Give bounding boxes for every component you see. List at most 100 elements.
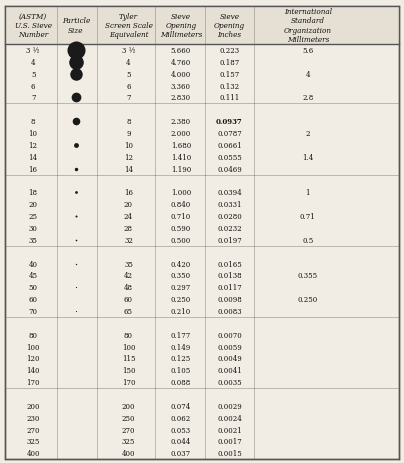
Text: 0.037: 0.037 [171,450,191,457]
Text: 0.250: 0.250 [171,295,191,303]
Text: 4: 4 [31,59,36,67]
Text: 4.000: 4.000 [171,70,191,79]
Text: 0.149: 0.149 [171,343,191,351]
Text: 270: 270 [122,425,135,434]
Text: 0.5: 0.5 [302,236,314,244]
Text: 0.0029: 0.0029 [217,402,242,410]
Text: 170: 170 [26,378,40,386]
Text: 4: 4 [305,70,310,79]
Text: 7: 7 [126,94,131,102]
Text: 8: 8 [126,118,131,126]
Text: 0.0017: 0.0017 [217,438,242,445]
Text: 45: 45 [29,272,38,280]
Text: 0.0937: 0.0937 [216,118,243,126]
Text: 0.053: 0.053 [171,425,191,434]
Text: 0.0394: 0.0394 [217,189,242,197]
Text: 1.000: 1.000 [171,189,191,197]
Text: 5.6: 5.6 [302,47,314,55]
Text: 150: 150 [122,367,135,375]
Text: 2.000: 2.000 [171,130,191,138]
Text: 20: 20 [29,201,38,209]
Text: 0.0024: 0.0024 [217,414,242,422]
Text: 20: 20 [124,201,133,209]
Text: 10: 10 [124,142,133,150]
Text: 230: 230 [26,414,40,422]
Text: 0.420: 0.420 [171,260,191,268]
Text: 10: 10 [29,130,38,138]
Text: 70: 70 [29,307,38,315]
Text: 0.590: 0.590 [171,225,191,232]
Text: 0.297: 0.297 [171,284,191,292]
Text: 80: 80 [29,331,38,339]
Text: 48: 48 [124,284,133,292]
Text: 40: 40 [29,260,38,268]
Text: 0.355: 0.355 [298,272,318,280]
Text: 0.0041: 0.0041 [217,367,242,375]
Text: 0.0070: 0.0070 [217,331,242,339]
Text: Tyler
Screen Scale
Equivalent: Tyler Screen Scale Equivalent [105,13,152,39]
Text: 0.157: 0.157 [219,70,240,79]
Text: 0.0015: 0.0015 [217,450,242,457]
Text: 0.062: 0.062 [171,414,191,422]
Text: 0.350: 0.350 [171,272,191,280]
Text: 0.125: 0.125 [171,355,191,363]
Text: 30: 30 [29,225,38,232]
Text: 1.410: 1.410 [171,153,191,162]
Text: 0.074: 0.074 [171,402,191,410]
Bar [5,7,399,45]
Text: 65: 65 [124,307,133,315]
Text: 0.0021: 0.0021 [217,425,242,434]
Text: 0.0059: 0.0059 [217,343,242,351]
Text: 0.250: 0.250 [298,295,318,303]
Text: 5: 5 [126,70,131,79]
Text: 35: 35 [29,236,38,244]
Text: 325: 325 [122,438,135,445]
Text: 5: 5 [31,70,36,79]
Text: 0.0165: 0.0165 [217,260,242,268]
Text: 0.105: 0.105 [171,367,191,375]
Text: 50: 50 [29,284,38,292]
Text: 2: 2 [305,130,310,138]
Text: 0.0661: 0.0661 [217,142,242,150]
Text: 0.132: 0.132 [219,82,240,90]
Text: 400: 400 [26,450,40,457]
Text: 0.71: 0.71 [300,213,316,220]
Text: 170: 170 [122,378,135,386]
Text: 32: 32 [124,236,133,244]
Text: 1.190: 1.190 [171,165,191,173]
Text: 60: 60 [124,295,133,303]
Text: 0.0787: 0.0787 [217,130,242,138]
Text: 80: 80 [124,331,133,339]
Text: 8: 8 [31,118,36,126]
Text: 12: 12 [124,153,133,162]
Text: 250: 250 [122,414,135,422]
Text: 0.0138: 0.0138 [217,272,242,280]
Text: 25: 25 [29,213,38,220]
Text: 200: 200 [122,402,135,410]
Text: 0.0555: 0.0555 [217,153,242,162]
Text: 14: 14 [29,153,38,162]
Text: Sieve
Opening
Millimeters: Sieve Opening Millimeters [160,13,202,39]
Text: 1.680: 1.680 [171,142,191,150]
Text: 0.111: 0.111 [219,94,240,102]
Text: 270: 270 [26,425,40,434]
Text: 14: 14 [124,165,133,173]
Text: 60: 60 [29,295,38,303]
Text: 24: 24 [124,213,133,220]
Text: 3 ½: 3 ½ [26,47,40,55]
Text: 1.4: 1.4 [302,153,314,162]
Text: 0.0280: 0.0280 [217,213,242,220]
Text: 16: 16 [124,189,133,197]
Text: 16: 16 [29,165,38,173]
Text: 400: 400 [122,450,135,457]
Text: 18: 18 [29,189,38,197]
Text: International
Standard
Organization
Millimeters: International Standard Organization Mill… [284,8,332,44]
Text: 5.660: 5.660 [171,47,191,55]
Text: 4.760: 4.760 [171,59,191,67]
Text: 6: 6 [31,82,36,90]
Text: 9: 9 [126,130,131,138]
Text: 0.044: 0.044 [171,438,191,445]
Text: 0.710: 0.710 [171,213,191,220]
Text: 1: 1 [305,189,310,197]
Text: 140: 140 [26,367,40,375]
